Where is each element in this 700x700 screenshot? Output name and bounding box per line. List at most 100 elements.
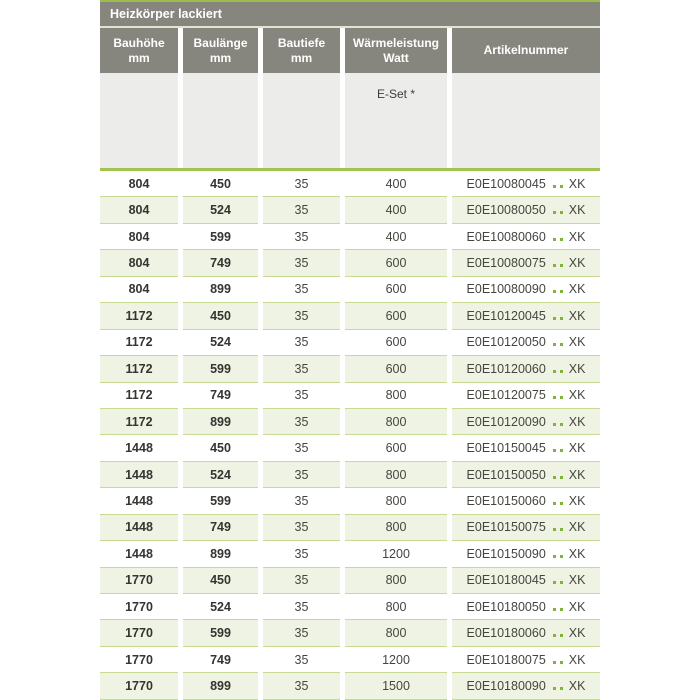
table-row: 804 899 35 600 E0E10080090 XK	[100, 276, 600, 304]
table-row: 1448 749 35 800 E0E10150075 XK	[100, 514, 600, 542]
separator-dots	[551, 679, 565, 693]
artikel-suffix: XK	[568, 388, 586, 403]
artikel-code: E0E10080045	[466, 176, 546, 191]
cell-bautiefe: 35	[263, 382, 340, 409]
cell-bauhoehe: 1172	[100, 382, 178, 409]
artikel-suffix: XK	[568, 546, 586, 561]
column-header-label: Artikelnummer	[483, 43, 569, 57]
separator-dots	[551, 468, 565, 482]
subheader-cell-waermeleistung: E-Set *	[345, 73, 447, 168]
cell-artikelnummer: E0E10180075 XK	[452, 646, 600, 674]
cell-artikelnummer: E0E10180060 XK	[452, 620, 600, 647]
cell-artikelnummer: E0E10150045 XK	[452, 435, 600, 462]
column-header-unit: Watt	[383, 50, 409, 65]
cell-bauhoehe: 804	[100, 223, 178, 251]
artikel-suffix: XK	[568, 652, 586, 667]
column-header-unit: mm	[290, 50, 313, 65]
artikel-suffix: XK	[568, 176, 586, 191]
artikelnummer-text: E0E10080060 XK	[467, 230, 586, 244]
artikel-code: E0E10180075	[466, 652, 546, 667]
artikelnummer-text: E0E10150050 XK	[467, 468, 586, 482]
cell-watt: 1200	[345, 646, 447, 674]
cell-baulaenge: 450	[183, 567, 258, 594]
top-accent-line	[100, 0, 600, 2]
table-row: 1448 524 35 800 E0E10150050 XK	[100, 461, 600, 489]
cell-bautiefe: 35	[263, 435, 340, 462]
table-row: 804 524 35 400 E0E10080050 XK	[100, 197, 600, 224]
artikelnummer-text: E0E10080090 XK	[467, 282, 586, 296]
cell-watt: 1500	[345, 673, 447, 700]
cell-watt: 600	[345, 303, 447, 330]
artikel-suffix: XK	[568, 679, 586, 694]
artikel-code: E0E10120050	[466, 335, 546, 350]
artikelnummer-text: E0E10120050 XK	[467, 335, 586, 349]
cell-bautiefe: 35	[263, 250, 340, 277]
artikelnummer-text: E0E10180060 XK	[467, 626, 586, 640]
separator-dots	[551, 362, 565, 376]
cell-bauhoehe: 1172	[100, 356, 178, 383]
cell-baulaenge: 450	[183, 303, 258, 330]
cell-bauhoehe: 1770	[100, 594, 178, 621]
table-row: 1770 450 35 800 E0E10180045 XK	[100, 567, 600, 594]
table-row: 1448 450 35 600 E0E10150045 XK	[100, 435, 600, 462]
cell-bauhoehe: 1448	[100, 461, 178, 489]
cell-artikelnummer: E0E10080050 XK	[452, 197, 600, 224]
separator-dots	[551, 494, 565, 508]
cell-bautiefe: 35	[263, 197, 340, 224]
column-header-unit: mm	[128, 50, 150, 65]
artikel-code: E0E10080050	[466, 203, 546, 218]
artikelnummer-text: E0E10080050 XK	[467, 203, 586, 217]
separator-dots	[551, 600, 565, 614]
cell-watt: 600	[345, 435, 447, 462]
table-row: 1172 524 35 600 E0E10120050 XK	[100, 329, 600, 357]
artikelnummer-text: E0E10180045 XK	[467, 573, 586, 587]
cell-bauhoehe: 1448	[100, 435, 178, 462]
artikel-suffix: XK	[568, 599, 586, 614]
cell-watt: 600	[345, 250, 447, 277]
cell-artikelnummer: E0E10180050 XK	[452, 594, 600, 621]
cell-artikelnummer: E0E10150050 XK	[452, 461, 600, 489]
column-header-label: Wärmeleistung	[352, 35, 439, 50]
artikel-suffix: XK	[568, 229, 586, 244]
cell-watt: 400	[345, 223, 447, 251]
artikelnummer-text: E0E10180090 XK	[467, 679, 586, 693]
cell-baulaenge: 599	[183, 488, 258, 515]
artikel-suffix: XK	[568, 361, 586, 376]
column-header-waermeleistung: Wärmeleistung Watt	[345, 28, 447, 73]
cell-watt: 800	[345, 488, 447, 515]
cell-bauhoehe: 804	[100, 250, 178, 277]
subheader-cell-bautiefe	[263, 73, 340, 168]
separator-dots	[551, 282, 565, 296]
eset-label: E-Set *	[376, 87, 415, 101]
cell-baulaenge: 899	[183, 673, 258, 700]
cell-bauhoehe: 1770	[100, 620, 178, 647]
artikel-code: E0E10150045	[466, 441, 546, 456]
cell-watt: 600	[345, 356, 447, 383]
artikel-suffix: XK	[568, 493, 586, 508]
artikel-code: E0E10080075	[466, 256, 546, 271]
artikel-suffix: XK	[568, 573, 586, 588]
table-row: 1770 599 35 800 E0E10180060 XK	[100, 620, 600, 647]
cell-watt: 800	[345, 594, 447, 621]
product-table: Heizkörper lackiert Bauhöhe mm Baulänge …	[100, 0, 600, 700]
cell-bauhoehe: 1172	[100, 303, 178, 330]
cell-artikelnummer: E0E10080045 XK	[452, 171, 600, 198]
cell-bauhoehe: 1770	[100, 646, 178, 674]
artikelnummer-text: E0E10150075 XK	[467, 520, 586, 534]
artikelnummer-text: E0E10150090 XK	[467, 547, 586, 561]
cell-baulaenge: 899	[183, 276, 258, 304]
table-row: 1770 749 35 1200 E0E10180075 XK	[100, 646, 600, 674]
artikelnummer-text: E0E10180075 XK	[467, 653, 586, 667]
artikel-code: E0E10120060	[466, 361, 546, 376]
cell-watt: 800	[345, 567, 447, 594]
artikel-suffix: XK	[568, 282, 586, 297]
cell-artikelnummer: E0E10150090 XK	[452, 541, 600, 568]
cell-bautiefe: 35	[263, 594, 340, 621]
artikelnummer-text: E0E10080045 XK	[467, 177, 586, 191]
cell-watt: 600	[345, 276, 447, 304]
cell-artikelnummer: E0E10180090 XK	[452, 673, 600, 700]
cell-bautiefe: 35	[263, 514, 340, 542]
table-row: 1448 599 35 800 E0E10150060 XK	[100, 488, 600, 515]
cell-baulaenge: 749	[183, 382, 258, 409]
separator-dots	[551, 573, 565, 587]
